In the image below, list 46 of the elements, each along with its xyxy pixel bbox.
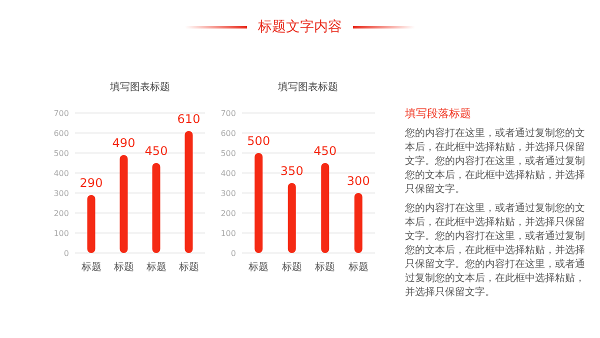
data-label: 610 — [177, 112, 200, 126]
y-tick-label: 300 — [220, 189, 236, 198]
y-tick-label: 400 — [220, 169, 236, 178]
bar — [120, 155, 128, 253]
y-tick-label: 0 — [64, 249, 69, 258]
data-label: 290 — [80, 176, 103, 190]
x-tick-label: 标题 — [178, 261, 199, 273]
y-tick-label: 500 — [220, 149, 236, 158]
data-label: 450 — [314, 144, 337, 158]
text: 填写段落标题 — [405, 106, 472, 121]
bar — [288, 183, 296, 253]
text: 您的内容打在这里，或者通过复制您的文本后，在此框中选择粘贴，并选择只保留文字。您的内容打在这里，或者通过复制您的文本后，在此框中选择粘贴，并选择只保留文字。 — [405, 127, 586, 197]
x-tick-label: 标题 — [280, 261, 302, 273]
bar — [321, 163, 330, 253]
y-tick-label: 700 — [54, 109, 69, 118]
text: 您的内容打在这里，或者通过复制您的文本后，在此框中选择粘贴，并选择只保留文字。您的内容打在这里，或者通过复制您的文本后，在此框中选择粘贴，并选择只保留文字。您的内容打在这里，或者通过复制您的文本后，在此框中选择粘贴，并选择只保留文字。 — [405, 202, 586, 300]
bar — [87, 195, 96, 253]
y-tick-label: 500 — [54, 149, 69, 158]
x-tick-label: 标题 — [314, 261, 336, 273]
x-tick-label: 标题 — [347, 261, 368, 273]
x-tick-label: 标题 — [80, 261, 102, 273]
chart-title: 填写图表标题 — [277, 81, 338, 93]
x-tick-label: 标题 — [112, 261, 134, 273]
y-tick-label: 0 — [230, 249, 236, 258]
y-tick-label: 600 — [220, 129, 236, 138]
data-label: 490 — [112, 136, 136, 150]
data-label: 350 — [280, 164, 304, 178]
x-tick-label: 标题 — [248, 261, 269, 273]
y-tick-label: 100 — [220, 229, 236, 238]
bar — [152, 163, 160, 253]
data-label: 300 — [346, 174, 370, 188]
bar — [354, 193, 362, 253]
y-tick-label: 400 — [54, 169, 69, 178]
data-label: 500 — [247, 134, 270, 148]
data-label: 450 — [144, 144, 168, 158]
y-tick-label: 700 — [220, 109, 236, 118]
y-tick-label: 100 — [54, 229, 69, 238]
y-tick-label: 200 — [220, 209, 236, 218]
bar — [254, 153, 263, 253]
chart-title: 填写图表标题 — [109, 81, 170, 93]
bar — [184, 131, 193, 253]
y-tick-label: 200 — [54, 209, 69, 218]
text: 标题文字内容 — [257, 19, 342, 35]
y-tick-label: 300 — [54, 189, 69, 198]
x-tick-label: 标题 — [145, 261, 166, 273]
y-tick-label: 600 — [54, 129, 69, 138]
